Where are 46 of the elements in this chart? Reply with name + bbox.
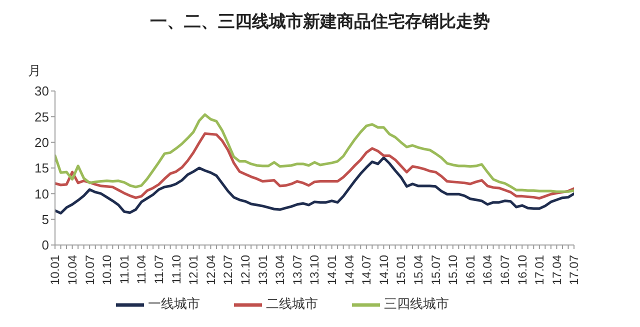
x-tick-label: 13.07 [290,254,304,286]
x-tick-label: 10.01 [48,254,62,286]
x-tick-label: 11.10 [169,254,184,284]
legend-label: 一线城市 [148,296,200,312]
line-series [55,132,574,200]
y-tick-label: 15 [34,160,49,176]
chart-title: 一、二、三四线城市新建商品住宅存销比走势 [149,11,491,33]
x-tick-label: 15.10 [446,254,460,286]
x-tick-label: 15.07 [428,254,443,286]
x-tick-label: 14.04 [342,254,356,286]
y-tick-label: 30 [34,84,49,99]
x-tick-label: 12.01 [186,254,201,286]
x-tick-label: 11.07 [152,254,166,284]
x-tick-label: 12.04 [204,254,218,286]
x-tick-label: 13.10 [308,254,322,286]
x-tick-label: 15.04 [412,254,426,286]
y-tick-label: 20 [34,134,49,150]
x-tick-label: 16.01 [463,254,478,286]
x-tick-label: 17.04 [550,254,564,286]
x-tick-label: 16.04 [480,254,495,286]
legend-label: 三四线城市 [384,296,449,312]
x-tick-label: 17.01 [532,254,547,286]
x-tick-label: 12.10 [238,254,252,286]
line-series [55,113,574,193]
x-tick-label: 10.10 [100,254,114,286]
x-tick-label: 10.07 [82,254,97,286]
y-tick-label: 0 [42,238,49,253]
y-tick-label: 25 [34,109,49,124]
x-tick-label: 10.04 [66,254,80,286]
x-tick-label: 13.04 [273,254,288,286]
y-tick-label: 5 [42,212,49,227]
x-tick-label: 17.07 [567,254,582,286]
x-tick-label: 15.01 [394,254,408,286]
x-tick-label: 11.01 [117,254,132,284]
x-tick-label: 16.07 [498,254,512,286]
x-tick-label: 13.01 [256,254,270,286]
legend-label: 二线城市 [266,296,318,312]
y-axis-title: 月 [28,62,41,80]
x-tick-label: 11.04 [134,254,149,284]
x-tick-label: 14.07 [360,254,374,286]
line-series [55,156,574,214]
x-tick-label: 14.01 [325,254,339,286]
y-tick-label: 10 [34,186,49,202]
x-tick-label: 12.07 [221,254,236,286]
x-tick-label: 16.10 [515,254,530,286]
x-tick-label: 14.10 [376,254,391,286]
